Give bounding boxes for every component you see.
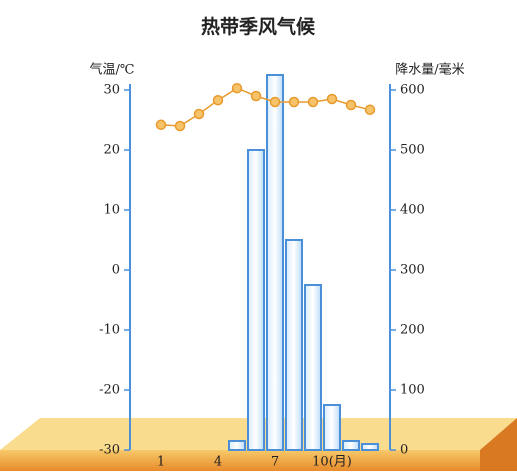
temperature-point	[193, 108, 205, 120]
x-tick-label: 1	[157, 455, 165, 470]
y2-tick-label: 0	[400, 443, 408, 458]
temperature-point	[174, 120, 186, 132]
precipitation-bar	[304, 284, 322, 451]
y-axis-label: 气温/℃	[90, 62, 135, 78]
precipitation-bar	[342, 440, 360, 451]
y-tick-label: 10	[103, 203, 120, 218]
precipitation-bar	[285, 239, 303, 451]
y2-tick-label: 100	[400, 383, 425, 398]
precipitation-bar	[228, 440, 246, 451]
y-tick-label: 30	[103, 83, 120, 98]
x-tick-label: 4	[214, 455, 222, 470]
y-tick-label: -10	[99, 323, 120, 338]
precipitation-bar	[361, 443, 379, 451]
temperature-point	[364, 104, 376, 116]
temperature-point	[250, 90, 262, 102]
y-tick-label: -30	[99, 443, 120, 458]
temperature-point	[326, 93, 338, 105]
precipitation-bar	[266, 74, 284, 451]
y-tick-label: 20	[103, 143, 120, 158]
y2-tick-label: 300	[400, 263, 425, 278]
y2-axis-label: 降水量/毫米	[395, 62, 464, 78]
ground-side	[480, 418, 517, 471]
chart-title: 热带季风气候	[201, 15, 316, 38]
y-tick-label: -20	[99, 383, 120, 398]
y2-tick-label: 400	[400, 203, 425, 218]
temperature-point	[269, 96, 281, 108]
ground-front	[0, 450, 480, 471]
temperature-point	[345, 99, 357, 111]
temperature-point	[155, 119, 167, 131]
temperature-point	[288, 96, 300, 108]
temperature-point	[212, 94, 224, 106]
temperature-line	[160, 87, 371, 127]
temperature-point	[231, 82, 243, 94]
temperature-point	[307, 96, 319, 108]
x-tick-label: 10(月)	[312, 455, 352, 470]
x-tick-label: 7	[271, 455, 279, 470]
y2-tick-label: 600	[400, 83, 425, 98]
precipitation-bar	[323, 404, 341, 451]
y2-tick-label: 200	[400, 323, 425, 338]
precipitation-bar	[247, 149, 265, 451]
y2-tick-label: 500	[400, 143, 425, 158]
y-tick-label: 0	[112, 263, 120, 278]
